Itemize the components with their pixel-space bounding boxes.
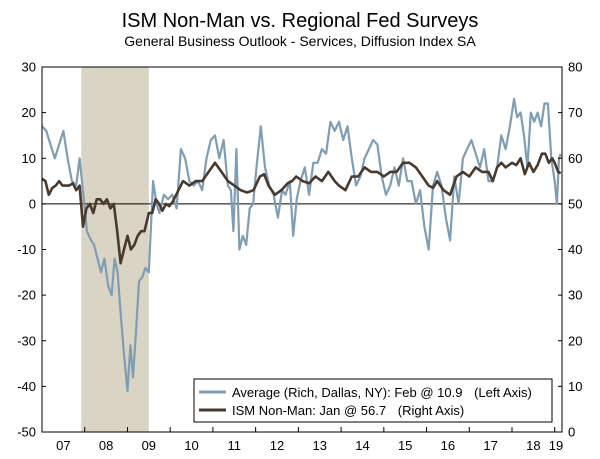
- legend-box: [193, 378, 553, 423]
- x-tick-label: 11: [228, 438, 242, 453]
- right-tick-label: 20: [568, 333, 582, 348]
- legend: Average (Rich, Dallas, NY): Feb @ 10.9 (…: [193, 378, 553, 423]
- left-tick-label: -30: [17, 333, 36, 348]
- chart-subtitle: General Business Outlook - Services, Dif…: [124, 33, 476, 49]
- x-tick-label: 19: [549, 438, 563, 453]
- x-tick-label: 14: [355, 438, 369, 453]
- left-tick-label: 10: [22, 151, 36, 166]
- legend-label-ism: ISM Non-Man: Jan @ 56.7 (Right Axis): [232, 403, 464, 418]
- right-tick-label: 50: [568, 196, 582, 211]
- right-tick-label: 70: [568, 105, 582, 120]
- left-tick-label: -10: [17, 242, 36, 257]
- series-lines: [41, 97, 562, 392]
- series-line-average: [41, 97, 562, 392]
- x-tick-label: 17: [483, 438, 497, 453]
- x-tick-label: 15: [398, 438, 412, 453]
- left-tick-label: 20: [22, 105, 36, 120]
- right-tick-label: 30: [568, 288, 582, 303]
- x-tick-label: 13: [312, 438, 326, 453]
- x-tick-label: 12: [270, 438, 284, 453]
- right-tick-label: 0: [568, 425, 575, 440]
- legend-series-name-ism: ISM Non-Man: Jan @ 56.7: [232, 403, 386, 418]
- x-tick-label: 09: [142, 438, 156, 453]
- right-tick-label: 10: [568, 379, 582, 394]
- series-line-ism: [41, 152, 562, 265]
- recession-shading: [81, 67, 149, 432]
- left-tick-label: -50: [17, 425, 36, 440]
- chart-title: ISM Non-Man vs. Regional Fed Surveys: [122, 10, 479, 32]
- left-tick-label: 30: [22, 60, 36, 75]
- right-tick-label: 60: [568, 151, 582, 166]
- x-tick-label: 10: [184, 438, 198, 453]
- left-tick-label: 0: [29, 196, 36, 211]
- legend-axis-note-ism: (Right Axis): [398, 403, 464, 418]
- x-tick-label: 18: [526, 438, 540, 453]
- x-tick-label: 16: [441, 438, 455, 453]
- right-tick-label: 40: [568, 242, 582, 257]
- legend-series-name-average: Average (Rich, Dallas, NY): Feb @ 10.9: [232, 385, 462, 400]
- x-axis: 07 08 09 10 11 12 13 14 15 16 17 18 19: [56, 427, 563, 453]
- x-tick-label: 08: [99, 438, 113, 453]
- right-axis: 80 70 60 50 40 30 20 10 0: [558, 60, 582, 440]
- x-tick-label: 07: [56, 438, 70, 453]
- left-tick-label: -40: [17, 379, 36, 394]
- legend-label-average: Average (Rich, Dallas, NY): Feb @ 10.9 (…: [232, 385, 532, 400]
- legend-axis-note-average: (Left Axis): [474, 385, 532, 400]
- left-axis: 30 20 10 0 -10 -20 -30 -40 -50: [17, 60, 46, 440]
- right-tick-label: 80: [568, 60, 582, 75]
- plot-area: [41, 66, 563, 433]
- left-tick-label: -20: [17, 288, 36, 303]
